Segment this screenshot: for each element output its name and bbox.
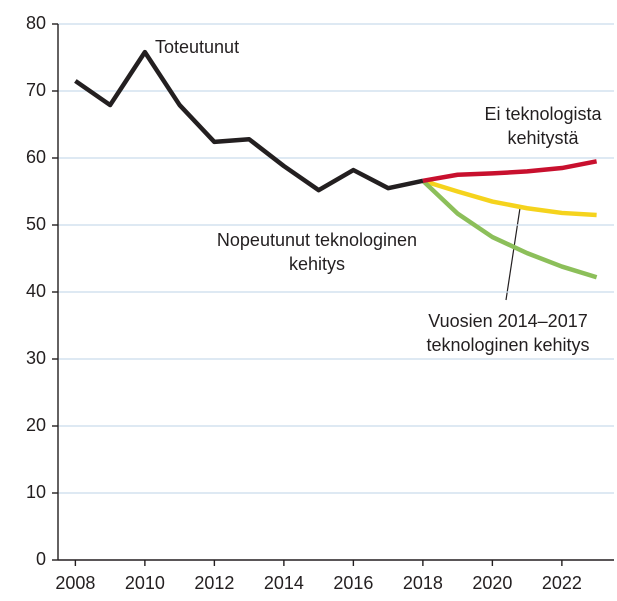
series-line xyxy=(421,179,598,280)
y-tick-label: 60 xyxy=(26,147,46,167)
y-tick-label: 10 xyxy=(26,482,46,502)
series-label: Toteutunut xyxy=(155,37,239,57)
x-tick-label: 2016 xyxy=(333,573,373,593)
y-tick-label: 40 xyxy=(26,281,46,301)
y-tick-label: 70 xyxy=(26,80,46,100)
y-tick-label: 30 xyxy=(26,348,46,368)
leader-line xyxy=(505,207,521,301)
x-tick-label: 2014 xyxy=(264,573,304,593)
x-tick-label: 2012 xyxy=(194,573,234,593)
series-label: Vuosien 2014–2017 xyxy=(428,311,587,331)
x-tick-label: 2022 xyxy=(542,573,582,593)
series-line xyxy=(422,159,598,183)
series-label: kehitys xyxy=(289,254,345,274)
y-tick-label: 0 xyxy=(36,549,46,569)
x-tick-label: 2018 xyxy=(403,573,443,593)
x-tick-label: 2010 xyxy=(125,573,165,593)
y-tick-label: 50 xyxy=(26,214,46,234)
x-tick-label: 2020 xyxy=(472,573,512,593)
x-tick-label: 2008 xyxy=(55,573,95,593)
series-label: Ei teknologista xyxy=(484,104,602,124)
series-line xyxy=(422,178,597,218)
y-tick-label: 20 xyxy=(26,415,46,435)
series-label: teknologinen kehitys xyxy=(426,335,589,355)
y-tick-label: 80 xyxy=(26,13,46,33)
series-line xyxy=(74,49,424,193)
series-label: Nopeutunut teknologinen xyxy=(217,230,417,250)
series-label: kehitystä xyxy=(507,128,579,148)
